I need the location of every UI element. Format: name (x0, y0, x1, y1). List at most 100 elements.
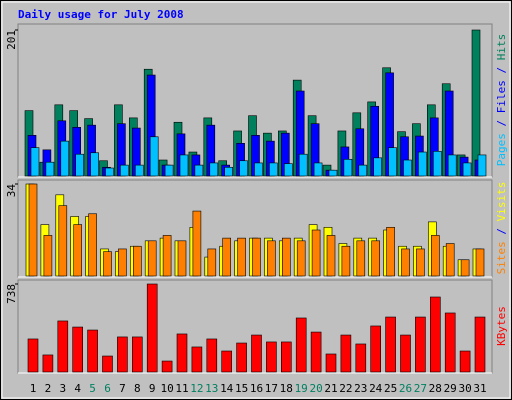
x-tick-label: 2 (45, 382, 52, 395)
x-tick-label: 20 (309, 382, 322, 395)
bar (90, 152, 99, 177)
x-tick-label: 17 (265, 382, 278, 395)
x-tick-label: 12 (190, 382, 203, 395)
bar (194, 164, 204, 177)
bar (429, 296, 441, 373)
legend-separator: / (495, 60, 508, 80)
x-tick-label: 29 (444, 382, 457, 395)
bar (371, 240, 381, 277)
bar (444, 312, 456, 373)
legend-entry: Hits (495, 34, 508, 61)
legend: KBytes (495, 306, 508, 346)
bar (460, 259, 470, 277)
y-tick-label: 738 (5, 284, 18, 304)
bar (224, 166, 233, 177)
bar (310, 331, 322, 373)
x-tick-label: 10 (160, 382, 173, 395)
bar (192, 210, 202, 277)
bar (386, 226, 395, 277)
bar (462, 162, 472, 177)
bar (283, 163, 293, 177)
bar (477, 154, 487, 177)
x-tick-label: 4 (74, 382, 81, 395)
x-tick-label: 21 (324, 382, 337, 395)
x-tick-label: 19 (295, 382, 308, 395)
bar (27, 338, 39, 373)
bar (102, 355, 113, 373)
bar (313, 162, 323, 177)
bar (120, 164, 129, 177)
bar (280, 341, 292, 373)
bar (267, 240, 276, 277)
bar (388, 147, 397, 177)
legend-separator: / (495, 221, 508, 241)
bar (207, 248, 217, 277)
bar (132, 336, 143, 373)
legend-entry: Visits (495, 182, 508, 222)
x-tick-label: 7 (119, 382, 126, 395)
bar (401, 248, 410, 277)
bar (221, 350, 232, 373)
x-tick-label: 6 (104, 382, 111, 395)
x-tick-label: 9 (149, 382, 156, 395)
bar (176, 333, 188, 373)
x-tick-label: 23 (354, 382, 367, 395)
bar (370, 325, 382, 373)
bar (343, 158, 353, 177)
x-tick-label: 18 (280, 382, 293, 395)
x-tick-label: 13 (205, 382, 218, 395)
legend-entry: Pages (495, 133, 508, 166)
bar (43, 235, 53, 277)
x-tick-label: 15 (235, 382, 248, 395)
bar (447, 154, 457, 177)
bar (445, 243, 455, 277)
legend-entry: Sites (495, 241, 508, 274)
bar (75, 153, 84, 177)
bar (179, 154, 189, 177)
y-tick-label: 34 (5, 184, 18, 198)
bar (475, 248, 485, 277)
x-tick-label: 27 (414, 382, 427, 395)
bar (103, 251, 112, 277)
bar (209, 162, 219, 177)
bar (28, 183, 38, 277)
x-tick-label: 24 (369, 382, 383, 395)
bar (252, 237, 261, 277)
bar (72, 326, 83, 373)
legend-entry: KBytes (495, 306, 508, 346)
bar (295, 317, 307, 373)
bar (57, 320, 69, 373)
bar (30, 147, 40, 177)
bar (432, 151, 442, 177)
bar (385, 316, 396, 373)
x-tick-label: 26 (399, 382, 412, 395)
bar (164, 164, 174, 177)
bar (60, 140, 70, 177)
legend-entry: Files (495, 80, 508, 113)
x-tick-label: 30 (458, 382, 471, 395)
bar (415, 316, 426, 373)
bar (149, 136, 159, 177)
bar (147, 240, 157, 277)
chart-title: Daily usage for July 2008 (18, 8, 184, 21)
bar (341, 245, 351, 277)
bar (206, 338, 218, 373)
bar (281, 237, 291, 277)
bar (118, 248, 127, 277)
bar (58, 205, 68, 277)
legend: Pages / Files / Hits (495, 34, 508, 167)
legend-separator: / (495, 113, 508, 133)
bar (88, 213, 97, 277)
bar (133, 245, 142, 277)
bar (135, 164, 144, 177)
y-tick-label: 201 (5, 30, 18, 50)
bar (146, 283, 158, 373)
x-tick-label: 22 (339, 382, 352, 395)
x-tick-label: 11 (175, 382, 188, 395)
bar (356, 240, 366, 277)
bar (430, 235, 440, 277)
bar (162, 235, 172, 277)
x-tick-label: 1 (30, 382, 37, 395)
bar (340, 334, 352, 373)
